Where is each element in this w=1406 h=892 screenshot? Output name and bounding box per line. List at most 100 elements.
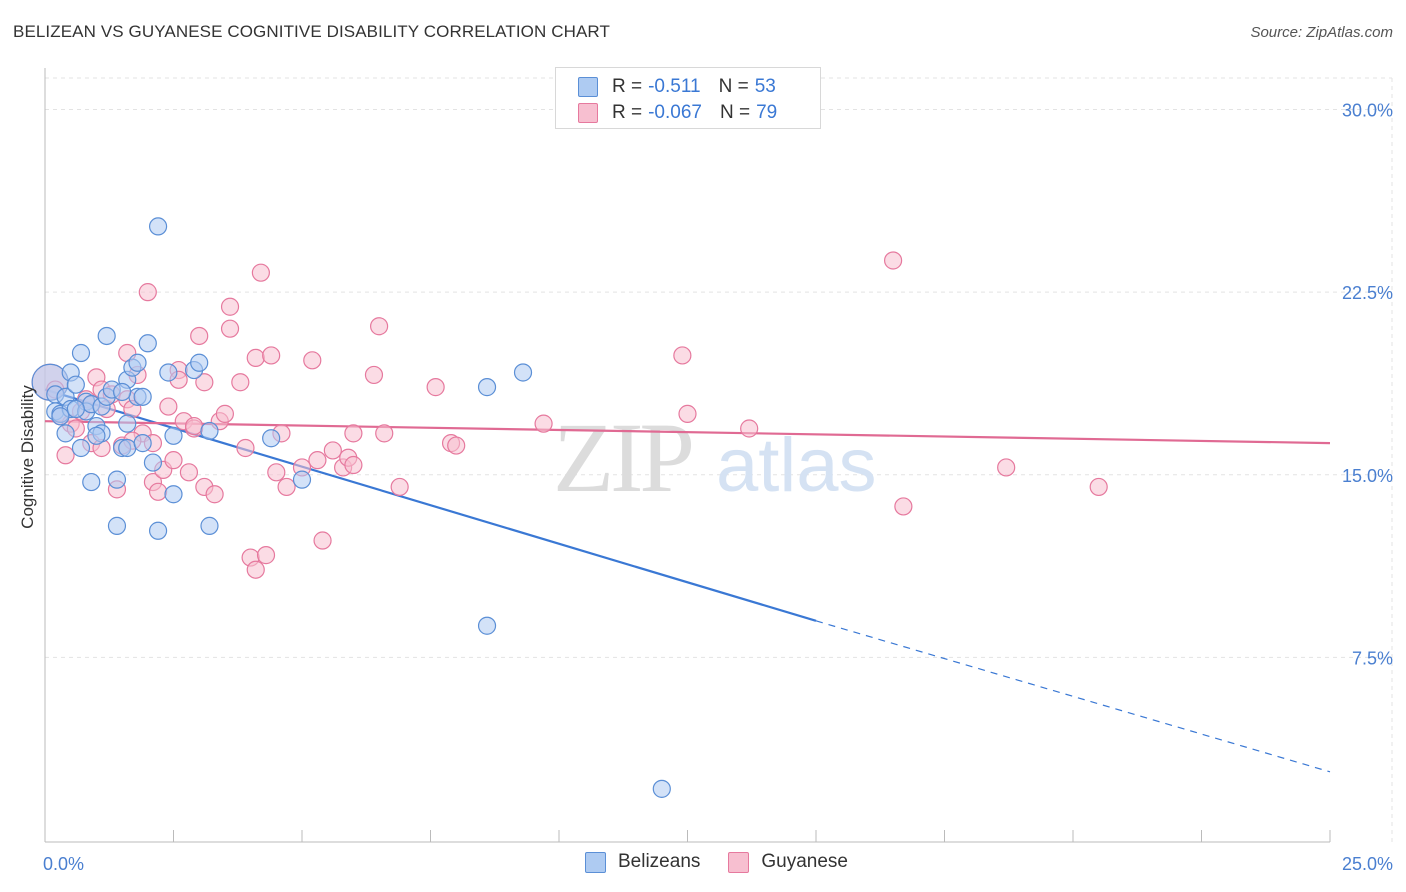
n-label: N = [718, 76, 749, 97]
guyanese-point [262, 346, 281, 365]
guyanese-point [364, 365, 384, 385]
r-value: -0.511 [648, 76, 701, 97]
belizean-point [477, 616, 497, 635]
n-value: 79 [756, 102, 778, 123]
belizean-point [118, 414, 137, 433]
belizean-point [82, 472, 101, 492]
belizean-point [66, 375, 85, 394]
correlation-legend: R = -0.511 N = 53 R = -0.067 N = 79 [555, 67, 821, 129]
guyanese-point [323, 441, 342, 460]
belizean-trend-extension [815, 620, 1331, 773]
guyanese-point [267, 463, 286, 482]
belizean-point [477, 378, 497, 397]
guyanese-point [184, 416, 204, 436]
guyanese-point [246, 348, 265, 367]
guyanese-point [246, 560, 265, 579]
watermark-zip: ZIP [553, 402, 691, 513]
y-tick-label: 7.5% [1352, 648, 1393, 668]
belizean-point [513, 363, 533, 382]
guyanese-point [740, 419, 759, 438]
r-label: R = [612, 102, 643, 123]
r-value: -0.067 [648, 102, 702, 123]
source-label: Source: ZipAtlas.com [1250, 24, 1393, 41]
y-axis-title: Cognitive Disability [18, 385, 37, 529]
guyanese-point [344, 455, 363, 475]
y-tick-label: 15.0% [1342, 466, 1393, 486]
guyanese-point [231, 373, 250, 392]
guyanese-point [997, 458, 1016, 477]
belizean-point [107, 470, 127, 489]
guyanese-point [277, 477, 296, 497]
guyanese-point [159, 397, 178, 416]
belizean-point [200, 516, 219, 535]
belizean-point [652, 779, 671, 798]
belizean-point [164, 485, 183, 504]
guyanese-point [678, 404, 697, 423]
belizean-point [159, 363, 178, 382]
belizean-point [200, 421, 219, 441]
legend-row-guyanese: R = -0.067 N = 79 [578, 102, 777, 124]
n-label: N = [719, 102, 751, 123]
axes [44, 68, 1331, 843]
guyanese-point [220, 297, 240, 316]
guyanese-point [308, 451, 327, 470]
belizean-point [148, 217, 168, 236]
legend-item-guyanese[interactable]: Guyanese [728, 851, 848, 873]
pink-swatch [578, 103, 598, 123]
legend-item-belizeans[interactable]: Belizeans [585, 851, 700, 873]
guyanese-point [673, 346, 692, 365]
legend-label: Belizeans [618, 851, 701, 872]
guyanese-point [426, 378, 445, 397]
guyanese-point [256, 546, 276, 565]
watermark-atlas: atlas [716, 423, 877, 508]
belizean-point [66, 399, 85, 419]
belizean-point [51, 407, 70, 426]
guyanese-point [205, 485, 224, 504]
guyanese-point [883, 251, 903, 270]
blue-swatch [585, 851, 606, 873]
belizean-point [71, 343, 91, 363]
belizean-point [112, 382, 132, 402]
legend-label: Guyanese [761, 851, 849, 872]
belizean-point [118, 438, 137, 458]
guyanese-point [164, 451, 183, 470]
x-tick-label: 0.0% [43, 854, 84, 874]
belizean-point [143, 453, 163, 472]
guyanese-point [179, 463, 199, 482]
belizean-point [190, 353, 209, 372]
watermark: ZIP atlas [553, 402, 877, 513]
guyanese-point [375, 424, 394, 443]
r-label: R = [612, 76, 643, 97]
belizean-point [56, 424, 75, 443]
guyanese-point [303, 351, 322, 370]
belizean-points [31, 217, 671, 798]
guyanese-point [894, 497, 913, 516]
belizean-point [148, 521, 168, 540]
guyanese-point [251, 263, 270, 282]
guyanese-trend-line [44, 420, 1331, 445]
x-tick-label: 25.0% [1342, 854, 1393, 874]
guyanese-point [1089, 477, 1108, 497]
guyanese-point [138, 283, 157, 302]
belizean-point [133, 387, 152, 406]
guyanese-point [534, 414, 553, 433]
y-tick-label: 22.5% [1342, 283, 1393, 303]
guyanese-point [215, 404, 234, 423]
belizean-point [133, 434, 152, 453]
guyanese-point [344, 424, 363, 443]
guyanese-point [220, 319, 240, 338]
guyanese-point [56, 446, 75, 465]
guyanese-point [313, 531, 332, 550]
belizean-point [292, 470, 312, 489]
blue-swatch [578, 77, 598, 97]
chart-title: BELIZEAN VS GUYANESE COGNITIVE DISABILIT… [13, 22, 610, 41]
guyanese-point [236, 438, 255, 458]
belizean-point [138, 334, 157, 353]
guyanese-point [390, 477, 409, 497]
belizean-point [97, 326, 116, 346]
n-value: 53 [754, 76, 776, 97]
belizean-point [164, 426, 183, 445]
guyanese-point [447, 436, 466, 455]
belizean-point [107, 516, 127, 535]
